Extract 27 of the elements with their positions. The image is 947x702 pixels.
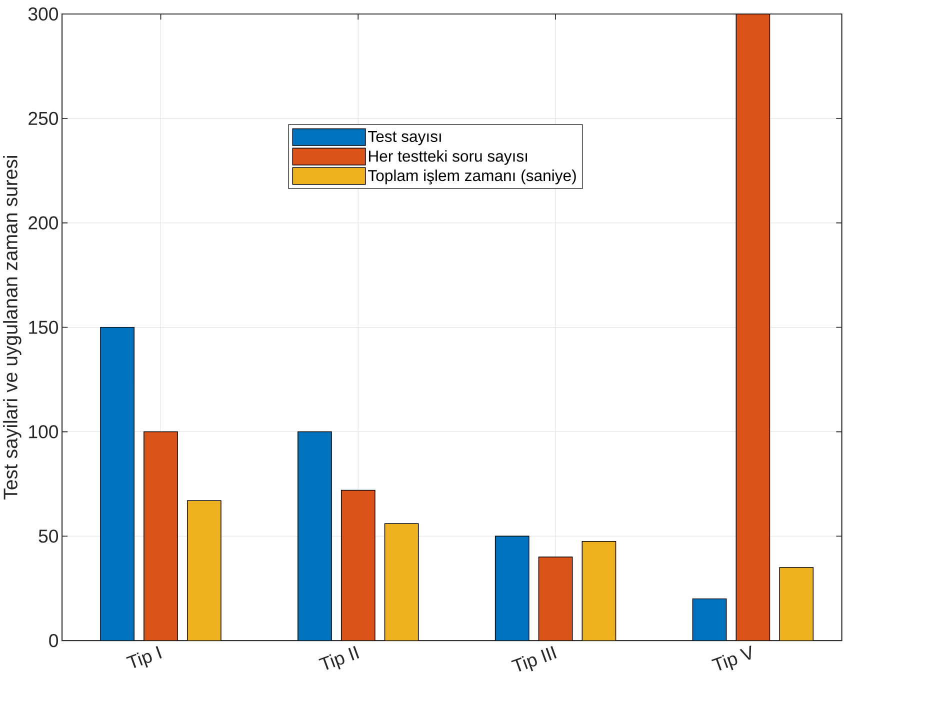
x-tick-label: Tip V bbox=[711, 645, 752, 670]
bar bbox=[100, 326, 134, 640]
y-tick-label: 0 bbox=[49, 634, 58, 648]
x-tick-label: Tip III bbox=[511, 646, 557, 672]
y-tick-label: 300 bbox=[28, 7, 58, 20]
bar bbox=[494, 536, 530, 640]
bar bbox=[340, 490, 376, 640]
x-tick-label: Tip I bbox=[126, 646, 162, 668]
legend-label: Test sayısı bbox=[368, 130, 441, 146]
x-tick-label: Tip II bbox=[318, 646, 360, 670]
bar bbox=[298, 431, 332, 640]
bar bbox=[736, 14, 770, 640]
bar bbox=[144, 431, 178, 640]
y-tick-label: 50 bbox=[38, 529, 58, 543]
y-tick-label: 250 bbox=[28, 112, 58, 125]
bar bbox=[779, 567, 814, 640]
bar bbox=[692, 598, 727, 640]
legend-label: Her testteki soru sayısı bbox=[368, 150, 528, 165]
y-tick-label: 150 bbox=[29, 320, 58, 334]
y-tick-label: 100 bbox=[29, 425, 58, 438]
y-axis-title: Test sayilari ve uygulanan zaman suresi bbox=[3, 156, 22, 500]
bar bbox=[538, 556, 573, 640]
legend-label: Toplam işlem zamanı (saniye) bbox=[368, 169, 576, 184]
bar bbox=[186, 500, 222, 640]
bar bbox=[384, 523, 419, 640]
bar bbox=[582, 540, 616, 640]
y-tick-label: 200 bbox=[28, 216, 58, 230]
